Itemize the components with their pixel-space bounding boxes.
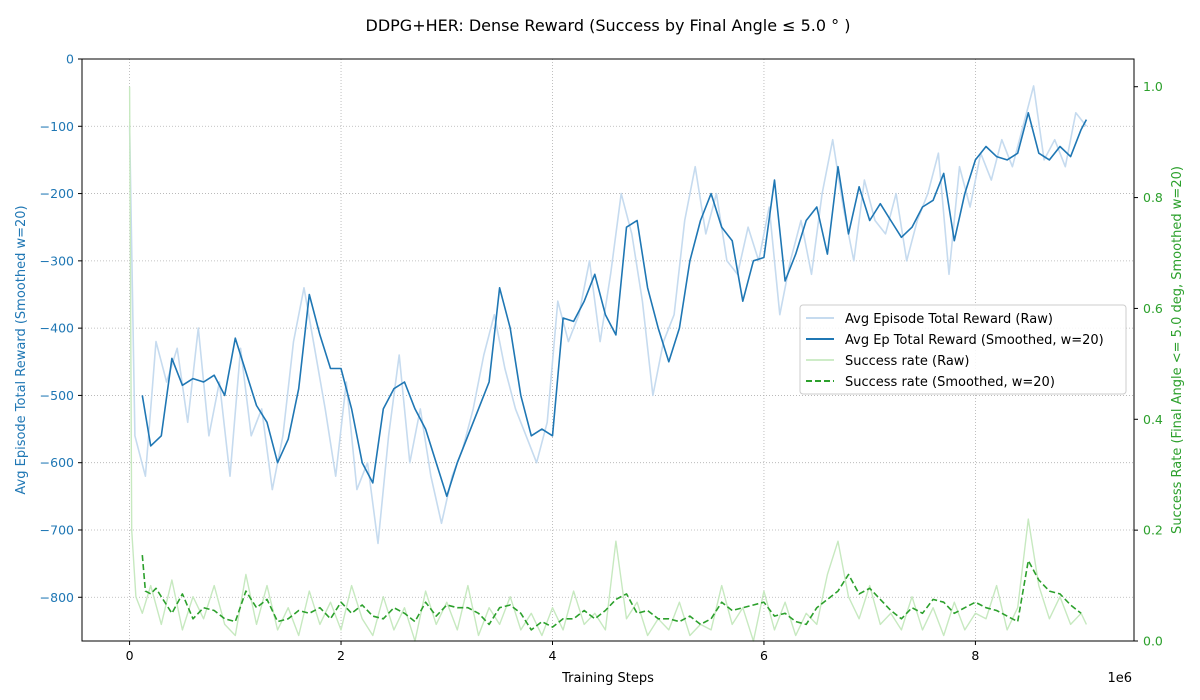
y-left-tick-label: −600 <box>40 455 74 470</box>
x-tick-label: 4 <box>549 648 557 663</box>
x-axis-offset: 1e6 <box>1107 671 1132 686</box>
y-axis-left: 0 −100 −200 −300 −400 −500 −600 −700 −800 <box>40 52 82 605</box>
x-axis-label: Training Steps <box>561 671 654 686</box>
y-right-tick-label: 0.6 <box>1143 301 1163 316</box>
y-left-tick-label: −500 <box>40 388 74 403</box>
y-axis-right-label: Success Rate (Final Angle <= 5.0 deg, Sm… <box>1170 166 1185 534</box>
chart-title: DDPG+HER: Dense Reward (Success by Final… <box>366 16 851 35</box>
plot-frame <box>81 58 1135 642</box>
x-tick-label: 0 <box>126 648 134 663</box>
grid <box>82 58 1134 641</box>
y-left-tick-label: −400 <box>40 321 74 336</box>
series-line-1 <box>141 112 1088 498</box>
y-axis-right: 0.0 0.2 0.4 0.6 0.8 1.0 <box>1134 79 1163 649</box>
y-left-tick-label: −200 <box>40 186 74 201</box>
series-layer <box>128 85 1088 642</box>
x-axis: 0 2 4 6 8 <box>126 641 979 663</box>
legend-box <box>799 304 1127 395</box>
legend-label: Success rate (Raw) <box>845 354 970 369</box>
x-tick-label: 8 <box>971 648 979 663</box>
x-tick-label: 2 <box>337 648 345 663</box>
y-right-tick-label: 0.2 <box>1143 523 1163 538</box>
y-right-tick-label: 0.0 <box>1143 634 1163 649</box>
legend-label: Avg Ep Total Reward (Smoothed, w=20) <box>845 333 1104 348</box>
series-line-3 <box>141 555 1082 631</box>
legend-label: Avg Episode Total Reward (Raw) <box>845 312 1053 327</box>
series-line-0 <box>128 85 1088 545</box>
legend-label: Success rate (Smoothed, w=20) <box>845 375 1055 390</box>
y-left-tick-label: −700 <box>40 522 74 537</box>
series-line-2 <box>128 86 1088 642</box>
y-axis-left-label: Avg Episode Total Reward (Smoothed w=20) <box>14 205 29 494</box>
y-left-tick-label: −100 <box>40 119 74 134</box>
y-right-tick-label: 1.0 <box>1143 79 1163 94</box>
legend: Avg Episode Total Reward (Raw) Avg Ep Tot… <box>799 304 1127 395</box>
y-right-tick-label: 0.8 <box>1143 190 1163 205</box>
y-left-tick-label: −800 <box>40 590 74 605</box>
y-right-tick-label: 0.4 <box>1143 412 1163 427</box>
x-tick-label: 6 <box>760 648 768 663</box>
y-left-tick-label: 0 <box>66 52 74 67</box>
y-left-tick-label: −300 <box>40 253 74 268</box>
